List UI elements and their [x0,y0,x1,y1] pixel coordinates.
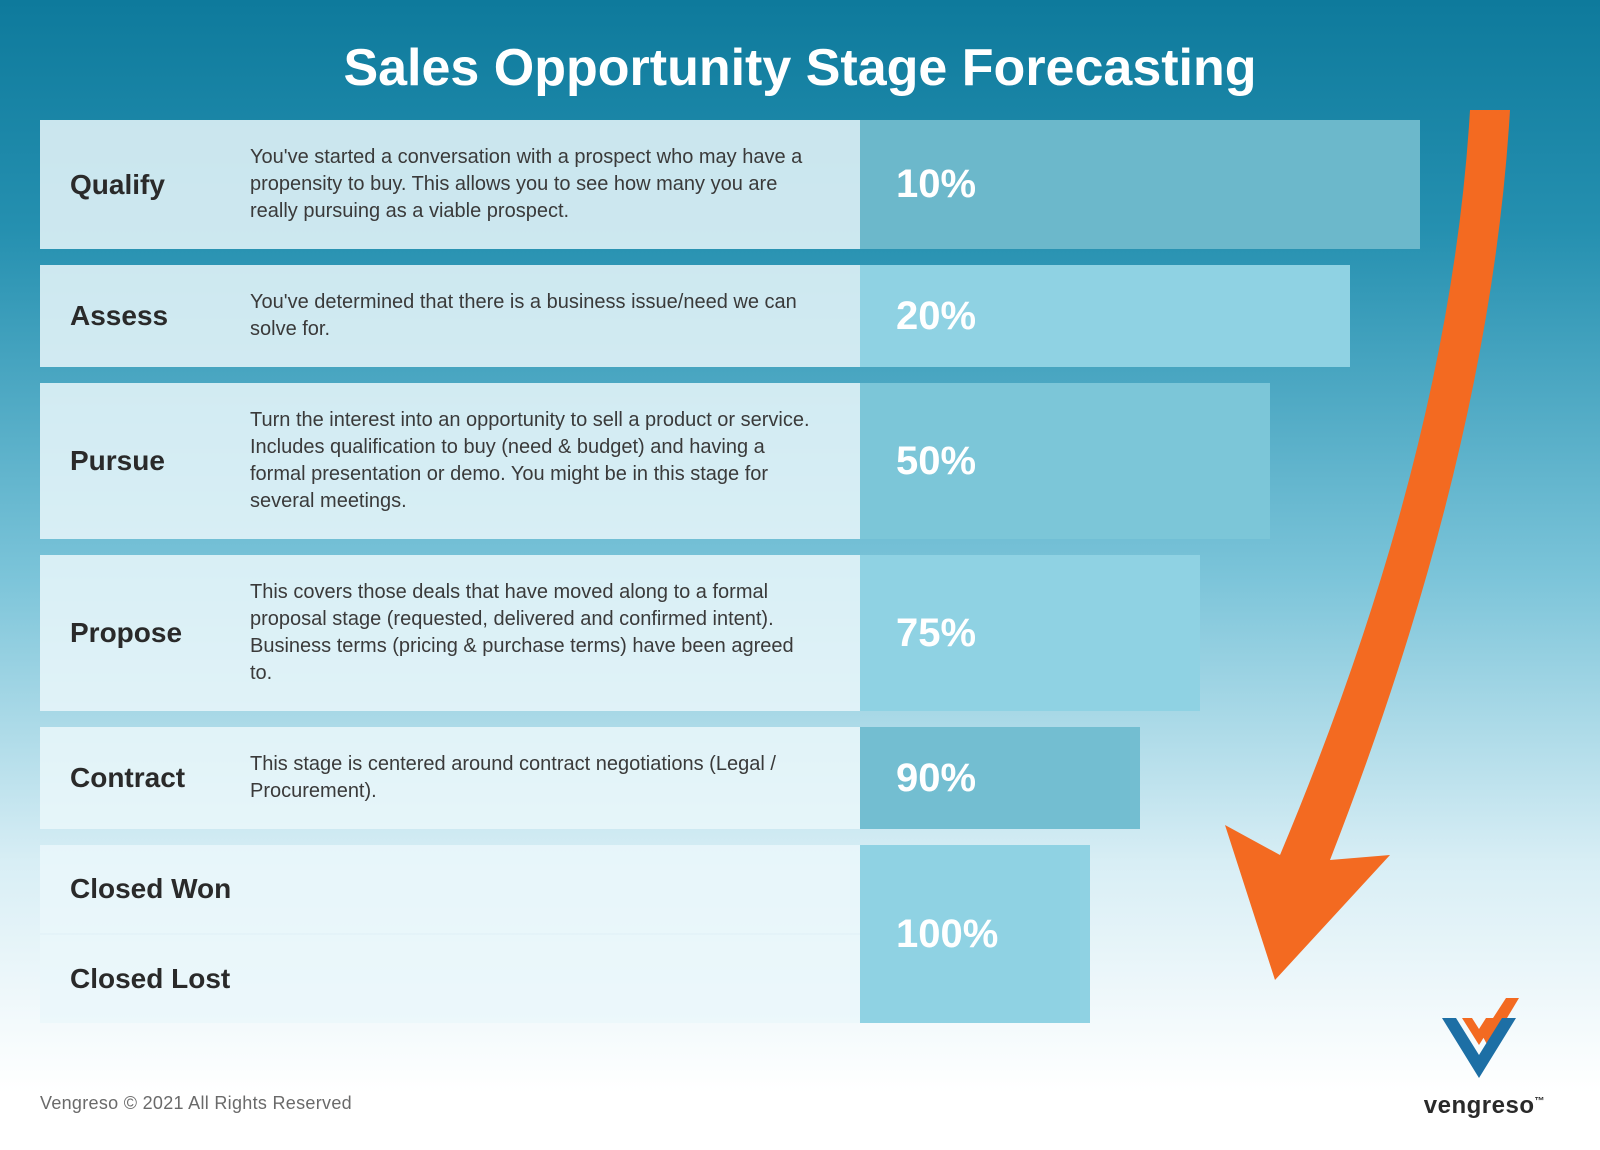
stage-left-panel: Qualify You've started a conversation wi… [40,120,860,249]
stage-left-panel: Contract This stage is centered around c… [40,727,860,829]
stage-desc: Turn the interest into an opportunity to… [250,407,830,515]
logo-text: vengreso™ [1424,1092,1545,1120]
stage-desc: You've determined that there is a busine… [250,289,830,343]
logo-icon [1424,993,1544,1083]
stage-desc: This covers those deals that have moved … [250,579,830,687]
closed-won-label: Closed Won [70,873,250,905]
closed-pct-bar: 100% [860,845,1090,1023]
stage-name: Pursue [70,445,250,477]
closed-won-panel: Closed Won [40,845,860,933]
pct-value: 75% [896,611,976,656]
stage-name: Assess [70,300,250,332]
funnel-arrow-icon [1140,100,1560,1000]
pct-value: 50% [896,439,976,484]
pct-bar: 90% [860,727,1140,829]
footer-copyright: Vengreso © 2021 All Rights Reserved [40,1093,352,1114]
stage-left-panel: Propose This covers those deals that hav… [40,555,860,711]
pct-value: 90% [896,756,976,801]
stage-left-panel: Pursue Turn the interest into an opportu… [40,383,860,539]
stage-name: Propose [70,617,250,649]
stage-desc: This stage is centered around contract n… [250,751,830,805]
closed-lost-label: Closed Lost [70,963,250,995]
closed-lost-panel: Closed Lost [40,935,860,1023]
stage-name: Contract [70,762,250,794]
brand-logo: vengreso™ [1424,993,1545,1120]
stage-name: Qualify [70,169,250,201]
closed-pct-value: 100% [896,912,998,957]
stage-left-panel: Assess You've determined that there is a… [40,265,860,367]
pct-value: 10% [896,162,976,207]
stage-desc: You've started a conversation with a pro… [250,144,830,225]
pct-value: 20% [896,294,976,339]
